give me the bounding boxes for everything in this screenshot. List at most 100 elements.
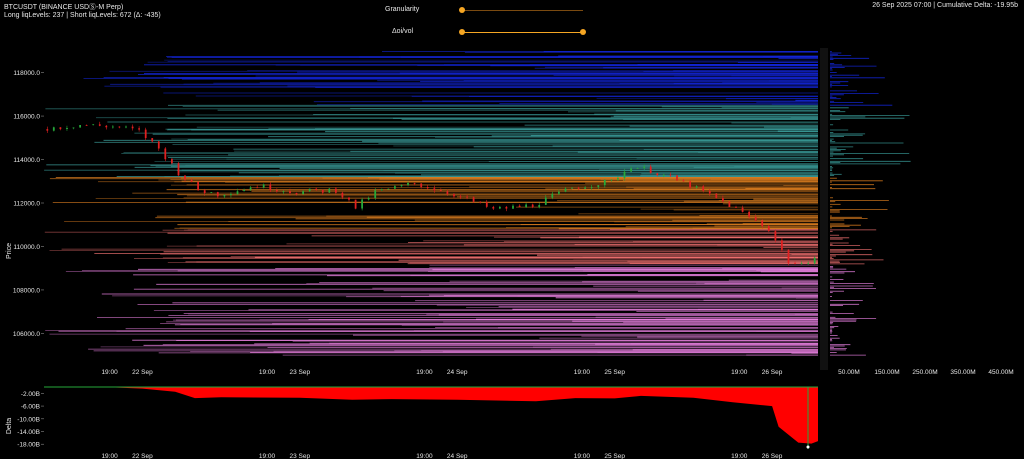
candle-body <box>276 190 278 192</box>
liquidation-levels <box>44 51 818 356</box>
candle-body <box>807 263 810 265</box>
candle-body <box>302 191 304 195</box>
candle-body <box>138 128 140 130</box>
candle-body <box>79 125 81 128</box>
profile-tick-label: 150.00M <box>874 369 899 376</box>
candle-body <box>636 168 639 169</box>
delta-time-tick-label: 26 Sep <box>762 453 783 459</box>
delta-time-tick-label: 19:00 <box>731 453 748 459</box>
delta-tick-label: -6.00B <box>21 404 40 411</box>
candle-body <box>210 192 213 193</box>
candle-body <box>236 191 239 194</box>
candle-body <box>682 180 685 182</box>
candle-body <box>433 188 436 191</box>
axes: 106000.0 108000.0 110000.0 112000.0 114000.0… <box>6 70 1014 459</box>
candle-body <box>374 190 377 198</box>
candle-body <box>407 183 409 185</box>
candle-body <box>610 179 613 181</box>
candle-body <box>112 126 114 128</box>
delta-area <box>44 387 818 444</box>
candle-body <box>171 159 173 164</box>
candle-body <box>341 192 344 198</box>
oi-vol-track[interactable] <box>462 32 583 33</box>
delta-time-tick-label: 24 Sep <box>447 453 468 459</box>
candle-body <box>289 191 291 193</box>
candle-body <box>669 174 672 176</box>
profile-tick-label: 250.00M <box>912 369 937 376</box>
candle-body <box>741 207 744 212</box>
candle-body <box>105 125 108 128</box>
candle-body <box>92 124 95 126</box>
profile-tick-label: 50.00M <box>838 369 860 376</box>
time-tick-label: 25 Sep <box>604 369 625 376</box>
price-tick-label: 110000.0 <box>13 244 40 251</box>
candle-body <box>544 197 547 205</box>
candle-body <box>564 188 567 192</box>
candle-body <box>348 197 350 200</box>
candle-body <box>59 127 62 130</box>
candle-body <box>479 201 482 203</box>
price-tick-label: 118000.0 <box>13 70 40 77</box>
oi-vol-thumb-max[interactable] <box>580 29 586 35</box>
delta-time-tick-label: 22 Sep <box>132 453 153 459</box>
candle-body <box>794 263 796 265</box>
delta-time-tick-label: 19:00 <box>259 453 276 459</box>
candle-body <box>466 196 468 198</box>
candle-body <box>453 194 455 197</box>
candle-body <box>315 188 318 190</box>
candle-body <box>216 192 219 197</box>
time-tick-label: 19:00 <box>731 369 748 376</box>
candle-body <box>813 257 816 264</box>
delta-time-tick-label: 19:00 <box>101 453 118 459</box>
candle-body <box>230 194 232 195</box>
candle-body <box>295 193 298 195</box>
candle-body <box>256 187 259 189</box>
delta-tick-label: -2.00B <box>21 391 40 398</box>
candle-body <box>787 249 790 264</box>
candle-body <box>590 187 593 188</box>
candle-body <box>335 188 337 193</box>
delta-tick-label: -10.00B <box>17 416 40 423</box>
price-tick-label: 108000.0 <box>13 287 40 294</box>
candle-body <box>354 199 357 209</box>
time-tick-label: 22 Sep <box>132 369 153 376</box>
candle-body <box>439 190 442 192</box>
candle-body <box>98 124 101 126</box>
candle-body <box>702 186 705 191</box>
candle-body <box>695 186 698 188</box>
candle-body <box>125 126 127 128</box>
candle-body <box>649 166 652 174</box>
granularity-thumb[interactable] <box>459 7 465 13</box>
candle-body <box>223 195 226 197</box>
candle-body <box>321 189 324 193</box>
candle-body <box>131 126 134 129</box>
candle-body <box>708 190 711 194</box>
candle-body <box>400 185 403 187</box>
candle-body <box>754 216 757 221</box>
candles <box>46 48 828 370</box>
candle-body <box>761 220 764 226</box>
candle-body <box>512 205 514 209</box>
candle-body <box>282 191 285 193</box>
candle-body <box>413 183 416 184</box>
time-tick-label: 26 Sep <box>762 369 783 376</box>
time-tick-label: 19:00 <box>101 369 118 376</box>
chart-title: BTCUSDT (BINANCE USDⓈ-M Perp) <box>4 4 124 11</box>
volume-profile <box>830 51 911 356</box>
candle-body <box>85 125 88 126</box>
oi-vol-label: Δoi/vol <box>392 28 414 35</box>
candle-body <box>551 193 554 198</box>
candle-body <box>151 138 154 142</box>
candle-body <box>164 148 167 160</box>
delta-time-tick-label: 23 Sep <box>290 453 311 459</box>
oi-vol-thumb-min[interactable] <box>459 29 465 35</box>
candle-body <box>774 231 777 241</box>
candle-body <box>689 181 691 188</box>
profile-separator <box>820 48 828 370</box>
candle-body <box>781 240 783 250</box>
granularity-track[interactable] <box>462 10 583 11</box>
candle-body <box>380 189 383 191</box>
candle-body <box>643 166 646 169</box>
candle-body <box>66 128 68 129</box>
